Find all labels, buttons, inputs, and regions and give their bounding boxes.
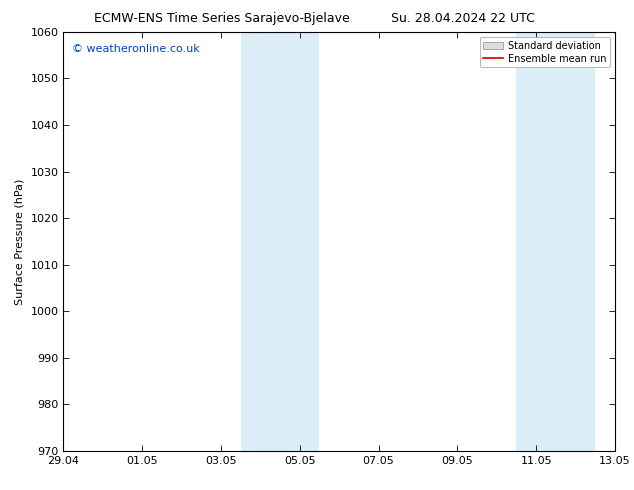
Y-axis label: Surface Pressure (hPa): Surface Pressure (hPa) bbox=[15, 178, 25, 304]
Bar bbox=[241, 32, 280, 451]
Text: ECMW-ENS Time Series Sarajevo-Bjelave: ECMW-ENS Time Series Sarajevo-Bjelave bbox=[94, 12, 350, 25]
Bar bbox=[280, 32, 320, 451]
Legend: Standard deviation, Ensemble mean run: Standard deviation, Ensemble mean run bbox=[479, 37, 610, 68]
Bar bbox=[556, 32, 595, 451]
Bar bbox=[517, 32, 556, 451]
Text: Su. 28.04.2024 22 UTC: Su. 28.04.2024 22 UTC bbox=[391, 12, 534, 25]
Text: © weatheronline.co.uk: © weatheronline.co.uk bbox=[72, 45, 200, 54]
